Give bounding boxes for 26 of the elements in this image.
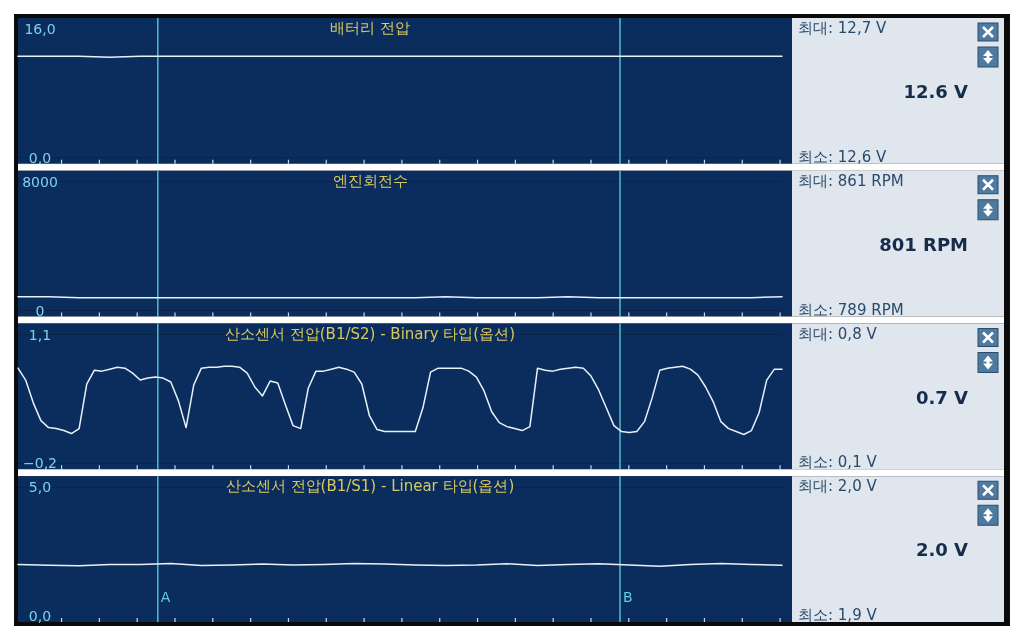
text: 최소: 789 RPM (798, 300, 904, 319)
y-tick-label: −0,2 (23, 455, 57, 472)
text: 최대: 861 RPM (798, 171, 904, 190)
y-tick-label: 16,0 (24, 21, 56, 37)
text: 2.0 V (915, 539, 969, 561)
annotation: B (623, 589, 633, 605)
chart-title: 엔진회전수 (332, 171, 408, 190)
text: 최소: 1,9 V (798, 606, 878, 624)
annotation: A (160, 589, 171, 605)
chart-title: 배터리 전압 (330, 19, 410, 37)
y-tick-label: 0 (35, 302, 45, 319)
text: 최대: 12,7 V (798, 19, 887, 37)
y-tick-label: 0,0 (28, 149, 52, 166)
chart-title: 산소센서 전압(B1/S2) - Binary 타입(옵션) (224, 324, 516, 343)
y-tick-label: 5,0 (28, 479, 52, 496)
text: 12.6 V (903, 81, 969, 102)
y-tick-label: 1,1 (28, 326, 52, 343)
y-tick-label: 0,0 (28, 608, 52, 624)
y-tick-label: 8000 (22, 173, 58, 190)
text: 0.7 V (915, 386, 969, 408)
text: 801 RPM (879, 233, 968, 255)
text: 최소: 0,1 V (798, 453, 878, 472)
text: 최대: 0,8 V (798, 324, 878, 343)
chart-title: 산소센서 전압(B1/S1) - Linear 타입(옵션) (225, 477, 515, 496)
text: 최대: 2,0 V (798, 477, 878, 496)
text: 최소: 12,6 V (798, 147, 887, 166)
